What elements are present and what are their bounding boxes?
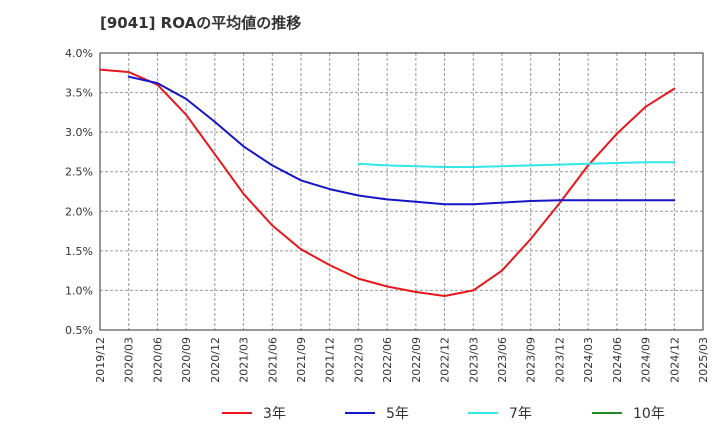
plot-border	[99, 52, 704, 331]
y-tick-label: 3.5%	[65, 87, 93, 100]
axis-layer: 0.5% 1.0% 1.5% 2.0% 2.5% 3.0% 3.5% 4.0% 2019/12 2…	[65, 47, 710, 383]
x-tick-label: 2021/09	[295, 337, 308, 383]
chart-title: [9041] ROAの平均値の推移	[100, 14, 302, 32]
x-tick-label: 2022/12	[439, 337, 452, 383]
legend-label: 10年	[633, 406, 665, 422]
x-tick-label: 2022/03	[352, 337, 365, 383]
legend-label: 5年	[386, 406, 409, 422]
x-tick-label: 2025/03	[697, 337, 710, 383]
y-tick-label: 0.5%	[65, 324, 93, 337]
x-tick-label: 2023/03	[467, 337, 480, 383]
x-tick-label: 2024/12	[668, 337, 681, 383]
legend-layer: 3年 5年 7年 10年	[222, 406, 665, 422]
x-tick-label: 2022/09	[410, 337, 423, 383]
x-tick-label: 2023/12	[553, 337, 566, 383]
legend-label: 7年	[509, 406, 532, 422]
x-tick-label: 2020/06	[151, 337, 164, 383]
y-tick-label: 1.0%	[65, 284, 93, 297]
x-tick-label: 2021/12	[324, 337, 337, 383]
x-tick-label: 2019/12	[94, 337, 107, 383]
y-tick-label: 2.0%	[65, 205, 93, 218]
x-tick-label: 2020/12	[209, 337, 222, 383]
y-tick-label: 3.0%	[65, 126, 93, 139]
x-tick-label: 2024/09	[640, 337, 653, 383]
series-line-7年	[357, 161, 676, 168]
x-tick-label: 2023/06	[496, 337, 509, 383]
x-tick-label: 2021/06	[266, 337, 279, 383]
x-tick-label: 2024/03	[582, 337, 595, 383]
y-tick-label: 2.5%	[65, 166, 93, 179]
x-tick-label: 2024/06	[611, 337, 624, 383]
y-tick-label: 4.0%	[65, 47, 93, 60]
x-tick-label: 2020/09	[180, 337, 193, 383]
series-layer	[99, 68, 676, 297]
x-tick-label: 2020/03	[123, 337, 136, 383]
series-line-5年	[127, 75, 676, 206]
series-line-3年	[99, 68, 676, 297]
legend-label: 3年	[263, 406, 286, 422]
x-tick-label: 2022/06	[381, 337, 394, 383]
x-tick-label: 2023/09	[525, 337, 538, 383]
x-tick-label: 2021/03	[238, 337, 251, 383]
y-tick-label: 1.5%	[65, 245, 93, 258]
